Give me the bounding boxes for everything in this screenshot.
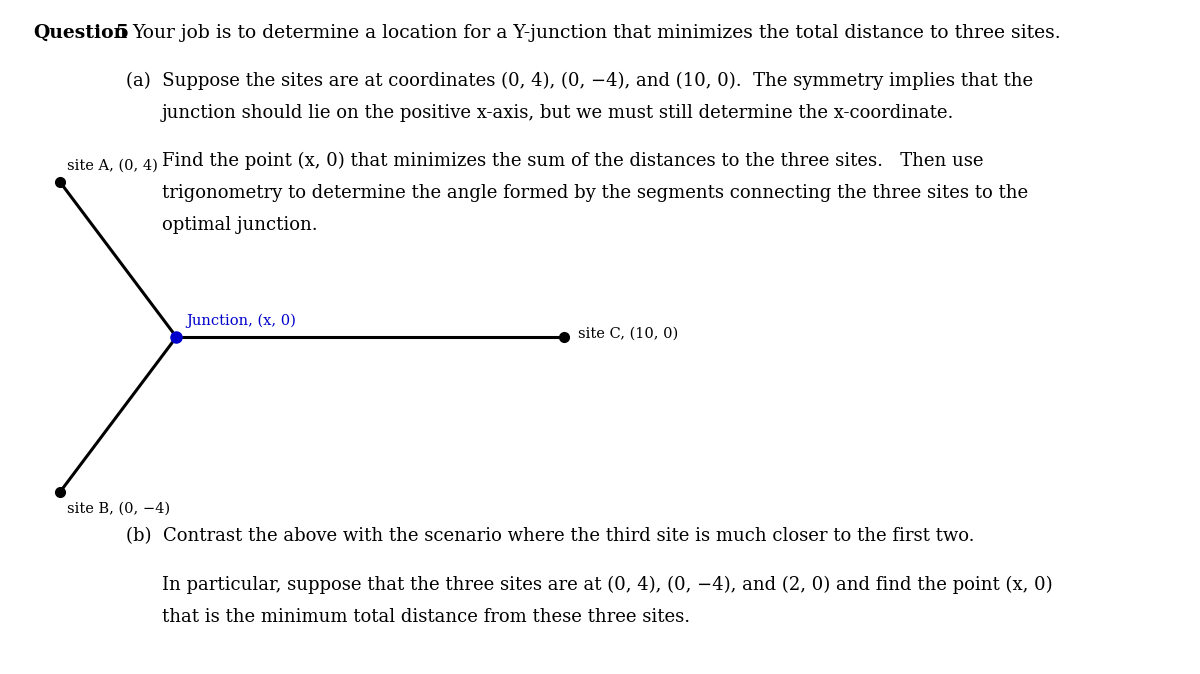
Text: 5: 5 — [115, 24, 128, 42]
Text: Junction, (x, 0): Junction, (x, 0) — [186, 313, 296, 328]
Text: optimal junction.: optimal junction. — [162, 216, 318, 235]
Text: site C, (10, 0): site C, (10, 0) — [578, 327, 679, 340]
Text: (a)  Suppose the sites are at coordinates (0, 4), (0, −4), and (10, 0).  The sym: (a) Suppose the sites are at coordinates… — [126, 72, 1033, 90]
Text: trigonometry to determine the angle formed by the segments connecting the three : trigonometry to determine the angle form… — [162, 184, 1028, 202]
Text: Find the point (x, 0) that minimizes the sum of the distances to the three sites: Find the point (x, 0) that minimizes the… — [162, 152, 984, 170]
Text: Your job is to determine a location for a Y-junction that minimizes the total di: Your job is to determine a location for … — [132, 24, 1061, 42]
Text: site A, (0, 4): site A, (0, 4) — [67, 158, 158, 173]
Text: Question: Question — [34, 24, 128, 42]
Text: (b)  Contrast the above with the scenario where the third site is much closer to: (b) Contrast the above with the scenario… — [126, 527, 974, 545]
Text: site B, (0, −4): site B, (0, −4) — [67, 502, 170, 516]
Text: In particular, suppose that the three sites are at (0, 4), (0, −4), and (2, 0) a: In particular, suppose that the three si… — [162, 576, 1052, 594]
Text: that is the minimum total distance from these three sites.: that is the minimum total distance from … — [162, 608, 690, 626]
Text: junction should lie on the positive x-axis, but we must still determine the x-co: junction should lie on the positive x-ax… — [162, 104, 954, 123]
